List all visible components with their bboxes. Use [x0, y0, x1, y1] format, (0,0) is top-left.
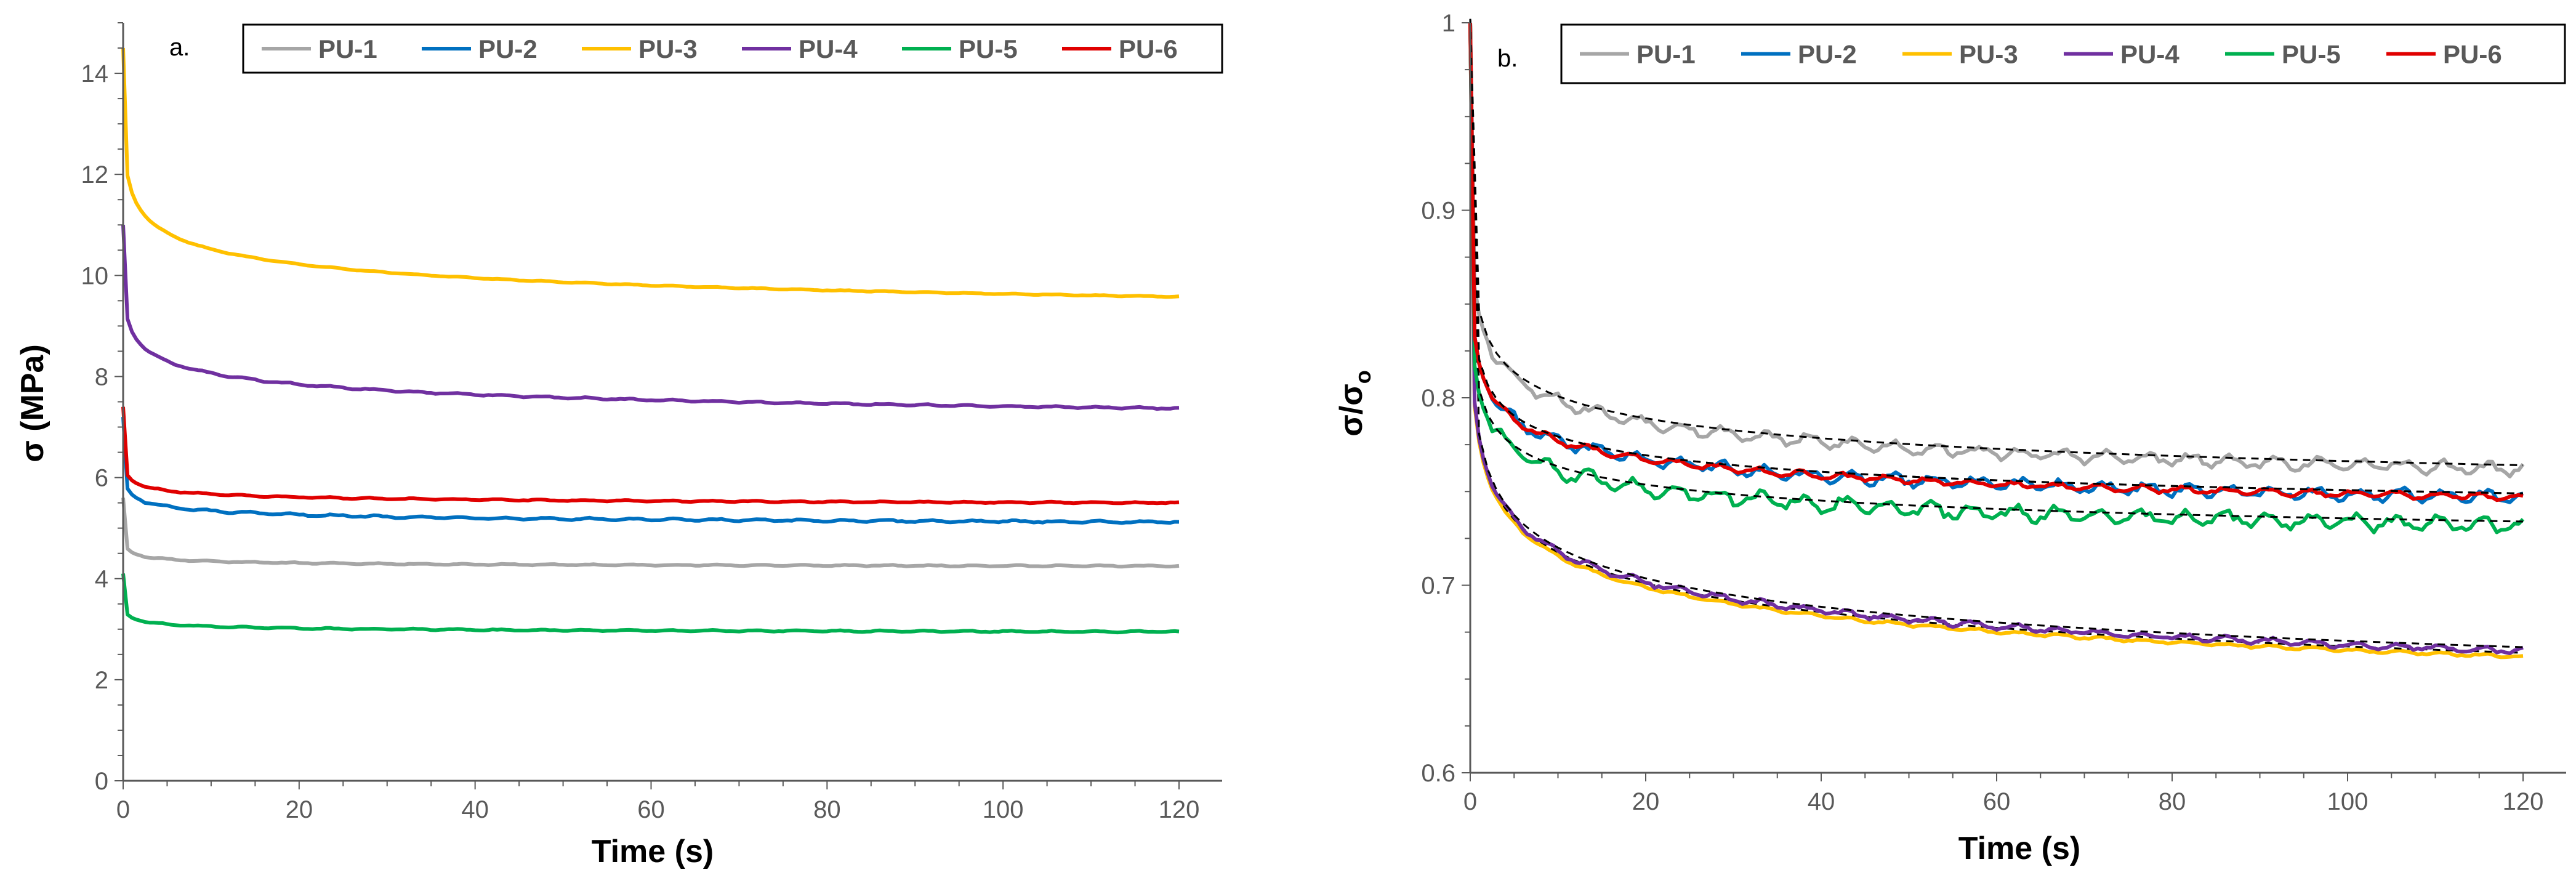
panel-b-panel-label-text: b. [1497, 45, 1518, 72]
panel-a-panel-label-text: a. [169, 34, 190, 61]
panel-a-y-tick-label: 0 [95, 768, 108, 795]
panel-b-series-pu-1 [1468, 22, 2525, 478]
panel-b-series-pu-3 [1468, 22, 2524, 659]
panel-a-y-tick-label: 2 [95, 667, 108, 694]
panel-b-series-pu-6 [1468, 22, 2524, 502]
panel-a-x-tick-label: 20 [286, 796, 313, 823]
panel-b-axes: 0 20 40 60 80 100 120 0.6 0.7 0.8 0.9 1 [1421, 10, 2566, 815]
panel-a-x-axis-title: Time (s) [592, 834, 714, 869]
panel-a-series-pu-4 [121, 225, 1180, 411]
panel-a-x-tick-label: 80 [813, 796, 841, 823]
panel-b-fit-pu-1 [1469, 18, 2524, 467]
panel-a-series-pu-5 [121, 573, 1180, 635]
panel-a-stress-relaxation: 0 20 40 60 80 100 120 0 2 4 6 8 10 12 14 a. Time (s) σ… [15, 22, 1223, 869]
panel-b-series-pu-5 [1468, 22, 2525, 534]
panel-a-legend-box [242, 23, 1223, 74]
panel-a-series-pu-3 [121, 47, 1180, 299]
panel-b-x-tick-label: 120 [2503, 788, 2544, 815]
panel-b-x-axis-title: Time (s) [1958, 831, 2080, 866]
panel-a-x-tick-label: 120 [1159, 796, 1200, 823]
panel-b-legend-label-pu-2: PU-2 [1798, 40, 1857, 69]
panel-a-x-tick-label: 40 [461, 796, 489, 823]
panel-b-legend-label-pu-3: PU-3 [1959, 40, 2018, 69]
panel-b-x-tick-label: 80 [2159, 788, 2186, 815]
panel-b-fit-pu-3 [1469, 18, 2524, 654]
panel-b-legend-label-pu-4: PU-4 [2120, 40, 2180, 69]
panel-b-legend: PU-1 PU-2 PU-3 PU-4 PU-5 PU-6 [1560, 23, 2566, 84]
panel-a-y-tick-label: 4 [95, 566, 108, 593]
panel-a-x-tick-label: 60 [637, 796, 665, 823]
panel-b-y-tick-label: 0.7 [1421, 573, 1455, 600]
panel-a-x-tick-label: 100 [983, 796, 1024, 823]
panel-b-legend-label-pu-1: PU-1 [1636, 40, 1696, 69]
panel-b-fit-pu-5 [1469, 18, 2524, 523]
panel-a-legend-label-pu-4: PU-4 [799, 34, 858, 63]
panel-a-series-pu-6 [121, 406, 1180, 506]
panel-b-series [1468, 18, 2525, 659]
panel-a-y-tick-label: 14 [81, 60, 109, 87]
panel-a-legend-label-pu-5: PU-5 [959, 34, 1018, 63]
panel-b-y-tick-label: 0.9 [1421, 198, 1455, 225]
panel-b-fit-pu-2 [1469, 18, 2524, 494]
panel-a-series-pu-1 [121, 498, 1180, 569]
panel-a-axes: 0 20 40 60 80 100 120 0 2 4 6 8 10 12 14 [81, 22, 1222, 823]
panel-b-normalized-stress: 0 20 40 60 80 100 120 0.6 0.7 0.8 0.9 1 b. Time (s)… [1334, 10, 2566, 866]
panel-b-y-tick-label: 0.6 [1421, 760, 1455, 787]
panel-b-legend-label-pu-6: PU-6 [2443, 40, 2502, 69]
panel-b-y-axis-title: σ/σo [1334, 370, 1375, 437]
panel-b-legend-label-pu-5: PU-5 [2282, 40, 2341, 69]
panel-a-legend-label-pu-3: PU-3 [638, 34, 698, 63]
panel-a-y-axis-title: σ (MPa) [15, 344, 50, 462]
panel-a-legend-label-pu-1: PU-1 [318, 34, 377, 63]
panel-a-legend: PU-1 PU-2 PU-3 PU-4 PU-5 PU-6 [242, 23, 1223, 74]
panel-b-y-tick-label: 0.8 [1421, 385, 1455, 412]
panel-a-series [121, 47, 1180, 635]
panel-b-series-pu-4 [1468, 22, 2524, 655]
panel-b-x-tick-label: 0 [1463, 788, 1477, 815]
panel-a-y-tick-label: 10 [81, 262, 109, 289]
panel-a-y-tick-label: 8 [95, 363, 108, 390]
panel-b-x-tick-label: 100 [2327, 788, 2369, 815]
panel-b-fit-pu-4 [1469, 18, 2524, 648]
panel-a-legend-label-pu-2: PU-2 [478, 34, 537, 63]
panel-a-y-tick-label: 12 [81, 161, 109, 188]
panel-a-legend-label-pu-6: PU-6 [1119, 34, 1178, 63]
panel-a-x-tick-label: 0 [116, 796, 130, 823]
panel-b-x-tick-label: 40 [1808, 788, 1835, 815]
panel-b-fit-pu-6 [1469, 18, 2524, 494]
panel-a-series-pu-2 [121, 416, 1180, 525]
panel-b-x-tick-label: 20 [1632, 788, 1660, 815]
panel-b-y-tick-label: 1 [1442, 10, 1455, 37]
panel-b-series-pu-2 [1468, 22, 2524, 505]
panel-a-y-tick-label: 6 [95, 465, 108, 492]
panel-b-x-tick-label: 60 [1983, 788, 2011, 815]
